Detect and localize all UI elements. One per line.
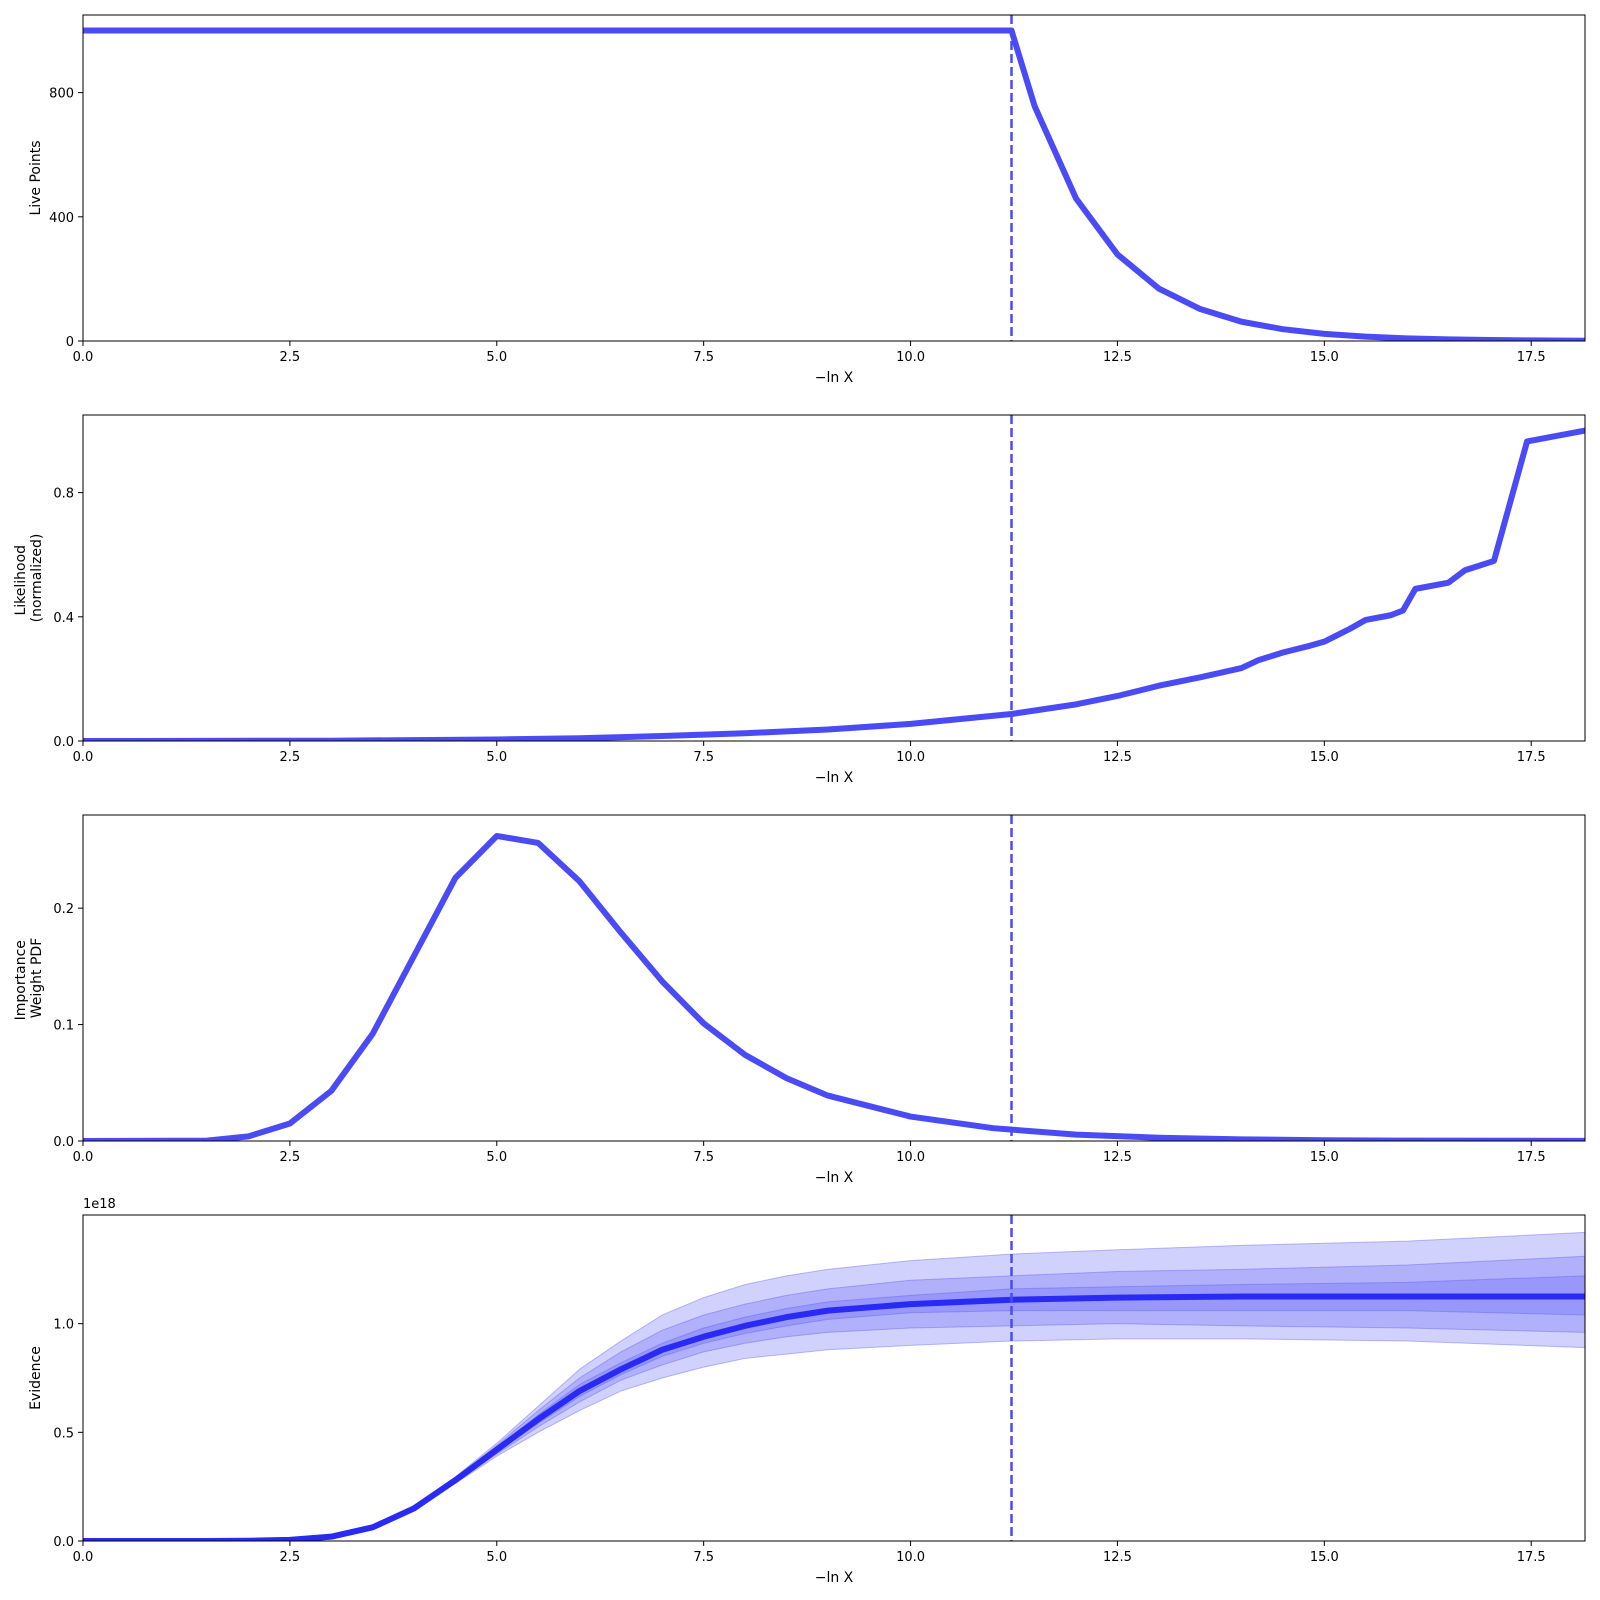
x-axis-label: −ln X [815, 370, 854, 386]
x-tick-label: 5.0 [486, 1150, 507, 1165]
tick-group: 0.0 2.5 5.0 7.5 10.0 12.5 15.0 17.5 0.0 0.1 0.2 [53, 902, 1545, 1165]
x-tick-label: 12.5 [1103, 1150, 1132, 1165]
x-tick-label: 17.5 [1517, 350, 1546, 365]
plot-area [83, 815, 1585, 1141]
y-tick-label: 0.1 [53, 1019, 74, 1034]
panel-live-points: 0.0 2.5 5.0 7.5 10.0 12.5 15.0 17.5 0 400 800 −ln … [28, 14, 1586, 386]
x-tick-label: 7.5 [693, 1550, 714, 1565]
x-tick-label: 5.0 [486, 750, 507, 765]
x-tick-label: 12.5 [1103, 750, 1132, 765]
x-axis-label: −ln X [815, 1570, 854, 1586]
y-tick-label: 0.4 [53, 611, 74, 626]
x-tick-label: 15.0 [1310, 1550, 1339, 1565]
y-tick-label: 0 [66, 335, 74, 350]
y-tick-label: 0.5 [53, 1426, 74, 1441]
x-axis-label: −ln X [815, 770, 854, 786]
panel-likelihood: 0.0 2.5 5.0 7.5 10.0 12.5 15.0 17.5 0.0 0.4 0.8 −l… [13, 414, 1586, 786]
clipped-plot [83, 15, 1585, 341]
y-tick-label: 0.0 [53, 1135, 74, 1150]
tick-group: 0.0 2.5 5.0 7.5 10.0 12.5 15.0 17.5 0.0 0.4 0.8 [53, 487, 1545, 765]
y-tick-label: 0.8 [53, 487, 74, 502]
panel-evidence: 0.0 2.5 5.0 7.5 10.0 12.5 15.0 17.5 0.0 0.5 1.0 1e… [28, 1197, 1586, 1586]
x-tick-label: 2.5 [280, 1550, 301, 1565]
y-axis-label: Likelihood (normalized) [13, 534, 45, 623]
y-axis-label-line-2: Weight PDF [29, 938, 45, 1019]
x-tick-label: 10.0 [896, 350, 925, 365]
y-tick-label: 0.0 [53, 735, 74, 750]
y-axis-label-line-2: (normalized) [29, 534, 45, 623]
tick-group: 0.0 2.5 5.0 7.5 10.0 12.5 15.0 17.5 0.0 0.5 1.0 [53, 1318, 1545, 1565]
y-axis-label-line-1: Evidence [28, 1346, 44, 1410]
x-tick-label: 7.5 [693, 350, 714, 365]
axes-frame [82, 14, 1586, 342]
x-tick-label: 10.0 [896, 750, 925, 765]
plot-area [83, 15, 1585, 341]
x-tick-label: 12.5 [1103, 350, 1132, 365]
series-line-1 [83, 832, 1585, 1141]
x-tick-label: 15.0 [1310, 1150, 1339, 1165]
y-axis-label: Importance Weight PDF [13, 936, 45, 1021]
series-line-1 [83, 427, 1585, 741]
x-tick-label: 5.0 [486, 350, 507, 365]
x-tick-label: 0.0 [73, 350, 94, 365]
y-tick-label: 400 [49, 211, 74, 226]
x-tick-label: 2.5 [280, 1150, 301, 1165]
x-tick-label: 15.0 [1310, 350, 1339, 365]
x-tick-label: 17.5 [1517, 1150, 1546, 1165]
axes-frame [82, 1214, 1586, 1542]
y-axis-label: Evidence [28, 1346, 44, 1410]
clipped-plot [83, 1215, 1585, 1541]
y-axis-label-line-1: Importance [13, 940, 29, 1020]
x-tick-label: 15.0 [1310, 750, 1339, 765]
x-tick-label: 17.5 [1517, 1550, 1546, 1565]
x-tick-label: 0.0 [73, 750, 94, 765]
evidence-median-line [83, 1293, 1585, 1541]
y-axis-label: Live Points [28, 140, 44, 215]
axes-frame [82, 414, 1586, 742]
x-tick-label: 10.0 [896, 1550, 925, 1565]
y-axis-label-line-1: Likelihood [13, 545, 29, 616]
plot-area [83, 415, 1585, 741]
clipped-plot [83, 415, 1585, 741]
evidence-band-1 [83, 1231, 1585, 1541]
y-tick-label: 1.0 [53, 1318, 74, 1333]
x-tick-label: 0.0 [73, 1150, 94, 1165]
x-tick-label: 7.5 [693, 1150, 714, 1165]
y-axis-offset-text: 1e18 [83, 1197, 116, 1212]
x-tick-label: 7.5 [693, 750, 714, 765]
axes-frame [82, 814, 1586, 1142]
y-axis-label-line-1: Live Points [28, 140, 44, 215]
y-tick-label: 800 [49, 87, 74, 102]
x-tick-label: 0.0 [73, 1550, 94, 1565]
series-line-1 [83, 27, 1585, 341]
x-tick-label: 17.5 [1517, 750, 1546, 765]
x-axis-label: −ln X [815, 1170, 854, 1186]
x-tick-label: 2.5 [280, 350, 301, 365]
panel-importance-weight: 0.0 2.5 5.0 7.5 10.0 12.5 15.0 17.5 0.0 0.1 0.2 −l… [13, 814, 1586, 1186]
plot-area [83, 1215, 1585, 1541]
x-tick-label: 12.5 [1103, 1550, 1132, 1565]
x-tick-label: 5.0 [486, 1550, 507, 1565]
y-tick-label: 0.2 [53, 902, 74, 917]
tick-group: 0.0 2.5 5.0 7.5 10.0 12.5 15.0 17.5 0 400 800 [49, 87, 1546, 365]
x-tick-label: 2.5 [280, 750, 301, 765]
y-tick-label: 0.0 [53, 1535, 74, 1550]
clipped-plot [83, 815, 1585, 1141]
x-tick-label: 10.0 [896, 1150, 925, 1165]
